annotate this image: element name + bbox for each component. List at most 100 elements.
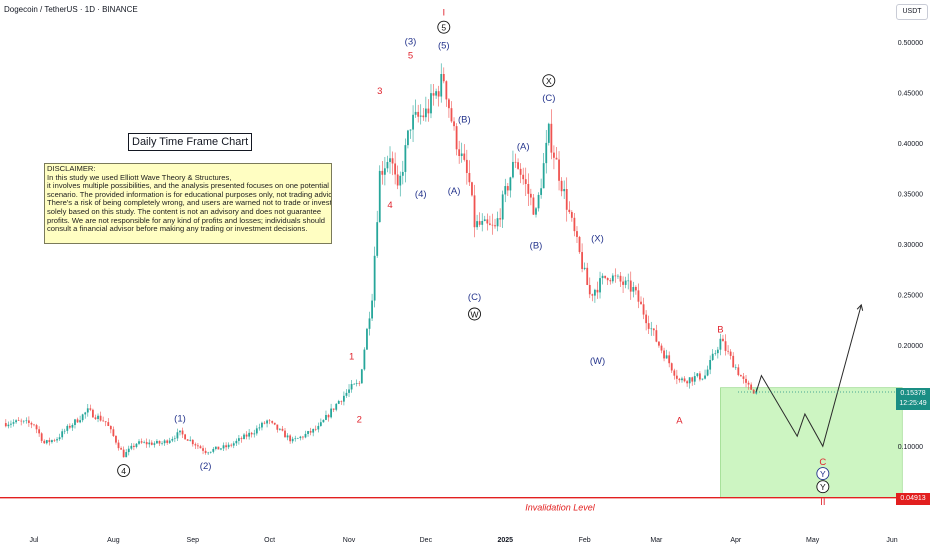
candle-body (678, 378, 681, 381)
wave-label-text: 3 (377, 86, 382, 97)
candle (7, 421, 10, 429)
wave-label: W (468, 307, 481, 321)
candle (40, 432, 43, 443)
wave-label-text: Y (820, 482, 826, 492)
candle-body (171, 438, 174, 441)
candle (383, 156, 386, 186)
candle-body (496, 218, 499, 227)
disclaimer-line: solely based on this study. The content … (47, 206, 322, 216)
candle-body (581, 252, 583, 269)
candle (699, 371, 701, 382)
candle (640, 296, 642, 305)
candle-body (478, 221, 481, 225)
candle-body (699, 373, 701, 380)
wave-label: 4 (117, 464, 131, 477)
candle (207, 451, 210, 456)
candle (655, 324, 658, 343)
candle (150, 440, 153, 446)
candle-body (430, 93, 432, 114)
candle (314, 425, 317, 432)
candle-body (650, 328, 653, 330)
candle-body (27, 420, 30, 423)
candle (97, 413, 99, 423)
candle (645, 310, 648, 331)
candle-body (366, 328, 368, 350)
candle-body (614, 275, 617, 277)
candle-body (527, 184, 530, 194)
candle (140, 438, 143, 444)
candle-body (153, 443, 156, 445)
candle-body (266, 420, 268, 424)
candle-body (609, 280, 612, 282)
candle-body (588, 284, 591, 295)
candle (273, 422, 276, 426)
candle (401, 160, 404, 185)
wave-label-circle (542, 74, 556, 88)
wave-label-text: 5 (408, 51, 413, 62)
candle (199, 444, 202, 449)
candle (104, 421, 107, 427)
candle-body (509, 177, 512, 191)
candle (232, 441, 235, 449)
wave-label-text: I (442, 7, 445, 18)
candle-body (302, 436, 304, 438)
candle-body (84, 412, 87, 415)
candle (322, 419, 325, 423)
wave-label: (X) (591, 234, 604, 245)
candle (291, 436, 294, 444)
wave-label-text: (B) (458, 114, 471, 125)
wave-label: (3) (405, 37, 417, 48)
candle (691, 376, 694, 386)
candle-body (399, 175, 402, 186)
candle-body (570, 212, 573, 218)
candle (522, 167, 525, 185)
candle-body (611, 275, 614, 282)
candle (499, 208, 502, 227)
candle-body (217, 446, 220, 450)
candle-body (532, 197, 535, 215)
candle (217, 446, 220, 450)
candle-body (120, 448, 122, 450)
candle (734, 364, 737, 370)
candle-body (455, 126, 458, 150)
candle-body (440, 73, 443, 97)
candle-body (453, 121, 455, 127)
candle (189, 436, 192, 442)
candle (161, 441, 163, 446)
candle (120, 446, 122, 450)
candle-body (404, 145, 407, 172)
candle (319, 418, 322, 427)
wave-label-text: A (676, 415, 683, 426)
currency-button[interactable]: USDT (896, 4, 928, 20)
candle (263, 421, 266, 425)
candle-body (437, 91, 440, 97)
wave-label: A (676, 415, 683, 426)
candle-body (547, 123, 550, 143)
candle-body (104, 421, 107, 423)
candle (553, 145, 555, 170)
candle-body (396, 174, 399, 186)
candle-body (294, 438, 297, 440)
candle-body (586, 267, 589, 285)
candle-body (51, 440, 53, 443)
candle (20, 418, 23, 426)
candle (460, 142, 463, 163)
y-tick-label: 0.40000 (898, 141, 923, 148)
candle (255, 425, 258, 436)
candle-body (322, 419, 325, 423)
candle-body (348, 389, 350, 393)
candle-body (565, 189, 568, 210)
wave-label-text: 4 (121, 466, 126, 476)
candle-body (184, 434, 187, 440)
wave-label: 5 (437, 20, 451, 34)
candle (191, 439, 194, 447)
candle-body (583, 267, 586, 269)
candle-body (307, 431, 309, 434)
candle (483, 215, 486, 222)
candle (107, 418, 110, 427)
candle-body (568, 209, 571, 213)
candle (368, 311, 371, 336)
candle (750, 382, 753, 390)
candle (732, 352, 735, 368)
